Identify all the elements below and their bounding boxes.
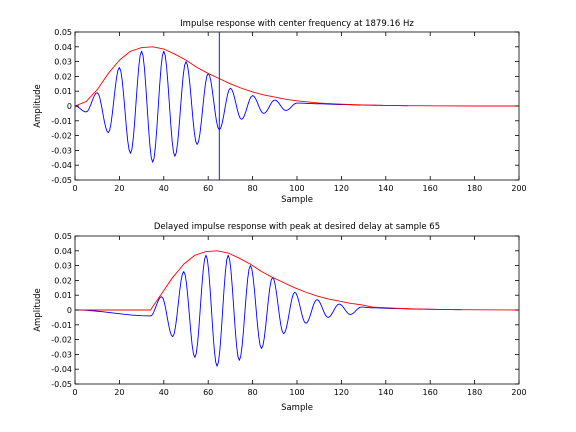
top-y-tick-label: 0.01 <box>54 87 72 96</box>
bottom-envelope-line <box>75 250 520 311</box>
top-x-tick-label: 0 <box>72 184 77 193</box>
top-x-tick-label: 80 <box>248 184 258 193</box>
bottom-x-tick-label: 100 <box>289 388 304 397</box>
bottom-y-axis-label: Amplitude <box>33 288 43 332</box>
top-envelope-line <box>74 46 519 107</box>
bottom-x-tick-label: 40 <box>159 388 169 397</box>
top-x-axis-label: Sample <box>281 195 313 205</box>
bottom-plot-data <box>74 250 520 367</box>
bottom-x-tick-label: 60 <box>203 388 213 397</box>
top-x-tick-label: 20 <box>114 184 124 193</box>
bottom-x-tick-label: 80 <box>248 388 258 397</box>
bottom-x-tick-label: 20 <box>114 388 124 397</box>
top-x-tick-label: 120 <box>334 184 349 193</box>
top-x-tick-label: 160 <box>423 184 438 193</box>
bottom-x-tick-label: 200 <box>511 388 526 397</box>
bottom-impulse-response-line <box>74 254 462 367</box>
top-y-tick-label: -0.05 <box>51 176 72 185</box>
bottom-x-axis-label: Sample <box>281 403 313 413</box>
top-y-tick-label: 0.02 <box>54 72 72 81</box>
top-chart-title: Impulse response with center frequency a… <box>180 19 414 29</box>
bottom-x-tick-label: 120 <box>334 388 349 397</box>
bottom-subplot: Delayed impulse response with peak at de… <box>33 222 527 413</box>
top-impulse-response-line <box>74 50 409 163</box>
top-plot-data <box>74 32 519 180</box>
bottom-x-tick-label: 0 <box>72 388 77 397</box>
top-y-tick-label: 0.04 <box>54 43 72 52</box>
top-y-tick-label: 0.03 <box>54 58 72 67</box>
bottom-y-tick-label: -0.01 <box>51 321 72 330</box>
top-y-tick-label: -0.03 <box>51 146 72 155</box>
bottom-x-tick-label: 140 <box>378 388 393 397</box>
bottom-y-tick-label: -0.05 <box>51 380 72 389</box>
bottom-y-tick-label: 0 <box>67 306 72 315</box>
bottom-y-tick-label: 0.02 <box>54 276 72 285</box>
top-y-tick-label: -0.02 <box>51 132 72 141</box>
top-x-tick-label: 60 <box>203 184 213 193</box>
bottom-x-ticks: 0 20 40 60 80 100 120 140 160 180 200 <box>72 236 527 397</box>
bottom-y-tick-label: -0.04 <box>51 365 72 374</box>
top-x-tick-label: 180 <box>467 184 482 193</box>
bottom-y-tick-label: 0.03 <box>54 262 72 271</box>
top-y-tick-label: 0 <box>67 102 72 111</box>
bottom-chart-title: Delayed impulse response with peak at de… <box>154 222 440 232</box>
top-x-ticks: 0 20 40 60 80 100 120 140 160 180 200 <box>72 32 527 193</box>
top-subplot: Impulse response with center frequency a… <box>33 19 527 205</box>
top-x-tick-label: 200 <box>511 184 526 193</box>
bottom-y-ticks: 0.05 0.04 0.03 0.02 0.01 0 -0.01 -0.02 -0.03 -0.0… <box>51 232 519 389</box>
bottom-y-tick-label: -0.02 <box>51 336 72 345</box>
top-y-tick-label: -0.04 <box>51 161 72 170</box>
top-y-ticks: 0.05 0.04 0.03 0.02 0.01 0 -0.01 -0.02 -0.03 -0.0… <box>51 28 519 185</box>
bottom-y-tick-label: 0.04 <box>54 247 72 256</box>
top-y-tick-label: 0.05 <box>54 28 72 37</box>
top-x-tick-label: 100 <box>289 184 304 193</box>
top-x-tick-label: 40 <box>159 184 169 193</box>
bottom-y-tick-label: 0.01 <box>54 291 72 300</box>
bottom-y-tick-label: -0.03 <box>51 350 72 359</box>
top-x-tick-label: 140 <box>378 184 393 193</box>
top-y-axis-label: Amplitude <box>33 84 43 128</box>
top-y-tick-label: -0.01 <box>51 117 72 126</box>
bottom-x-tick-label: 160 <box>423 388 438 397</box>
bottom-y-tick-label: 0.05 <box>54 232 72 241</box>
bottom-x-tick-label: 180 <box>467 388 482 397</box>
